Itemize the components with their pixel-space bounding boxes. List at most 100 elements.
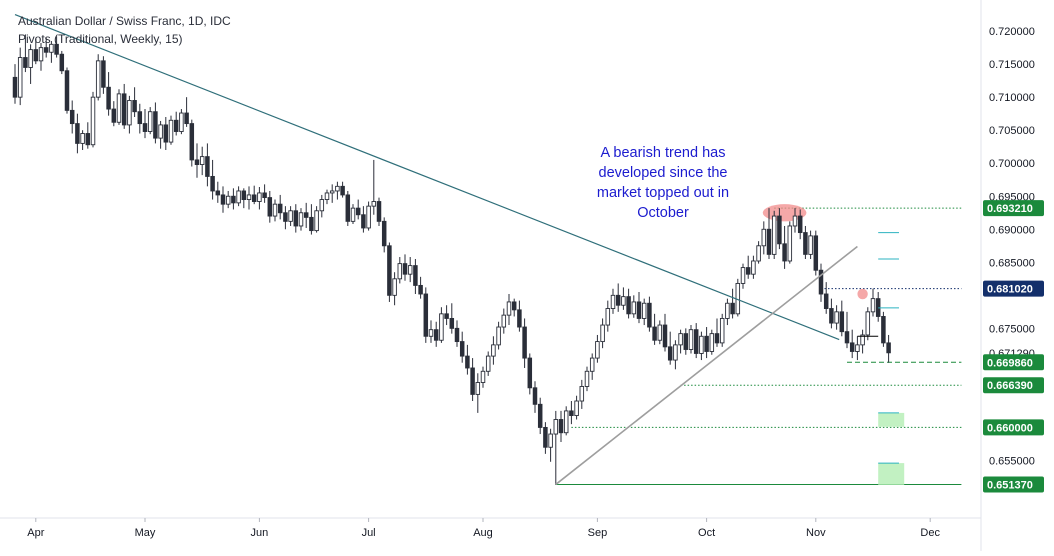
candle-body-151 [797,215,803,234]
pivot-ticks [857,232,899,464]
candle-body-103 [548,433,553,448]
candle-body-32 [179,112,184,132]
candle-body-160 [844,331,850,344]
candle-body-162 [855,344,860,352]
candle-body-3 [28,49,33,68]
highlight-1 [857,288,868,300]
candle-body-6 [43,47,49,53]
candle-body-49 [267,197,273,217]
candle-body-102 [543,426,548,448]
candle-body-85 [454,327,460,343]
candle-body-70 [376,201,382,222]
candle-body-27 [153,111,158,139]
target-zone-0 [878,412,905,427]
candle-body-50 [272,203,278,217]
candle-body-43 [236,190,241,204]
candle-body-69 [371,201,377,207]
candle-body-96 [511,301,517,311]
candle-body-115 [610,294,616,309]
candle-body-146 [771,215,777,255]
candle-body-7 [49,43,54,53]
candle-body-108 [574,400,579,416]
candle-body-131 [693,329,699,354]
candle-body-92 [491,344,496,357]
candle-body-5 [38,47,44,62]
candle-body-141 [745,267,751,275]
candle-body-168 [886,342,891,354]
candle-body-84 [449,317,455,329]
resistance-trendline [14,14,840,341]
candle-body-134 [709,333,715,352]
candle-body-130 [688,329,694,350]
price-tag-box [983,200,1044,217]
price-tick-label: 0.675000 [989,323,1035,335]
candle-body-1 [17,57,23,98]
candle-body-121 [641,302,647,319]
candle-body-132 [699,335,704,354]
price-tag-box [983,354,1044,371]
trend-annotation: A bearish trend has developed since the … [596,145,730,221]
target-zone-1 [878,463,905,485]
month-label: Nov [806,527,826,539]
candle-body-2 [23,57,28,68]
candle-body-41 [225,195,231,205]
candle-body-52 [283,212,288,222]
month-label: Jul [362,527,376,539]
candle-body-29 [163,124,169,143]
candle-body-88 [470,367,475,395]
price-tag-box [983,280,1044,297]
candle-body-42 [231,195,236,204]
candle-body-76 [407,265,413,275]
candle-body-113 [600,324,605,343]
candle-body-15 [90,96,96,146]
candle-body-118 [626,296,631,315]
candle-body-122 [647,302,652,328]
candle-body-9 [59,53,65,72]
time-axis-labels: Apr May Jun Jul Aug Sep Oct Nov Dec [27,518,940,539]
candle-body-60 [324,192,330,201]
price-tag-label: 0.660000 [987,422,1033,434]
candle-body-107 [569,410,574,416]
candle-body-106 [563,410,569,434]
candle-body-63 [340,185,345,196]
candle-body-97 [517,309,522,328]
price-tags: 0.6932100.6810200.6712900.6698600.666390… [983,200,1044,493]
candle-body-152 [803,232,808,255]
candle-body-129 [683,333,689,350]
price-tag-box [983,476,1044,493]
candle-body-153 [808,235,813,255]
candle-body-73 [392,278,397,296]
candle-body-47 [257,192,262,202]
trendlines [14,14,858,486]
candle-body-14 [85,133,91,146]
candle-body-148 [782,243,787,262]
candle-body-0 [12,76,18,98]
candle-body-145 [766,228,772,255]
candle-body-31 [173,119,179,132]
candle-body-136 [719,317,725,344]
candle-body-83 [444,313,449,319]
candle-body-127 [673,344,678,361]
candle-body-82 [439,313,444,341]
candle-body-51 [277,203,283,214]
candle-body-123 [652,326,657,341]
candle-body-125 [662,324,668,348]
candle-body-35 [194,159,200,165]
candle-body-135 [714,333,720,344]
candle-body-68 [366,205,371,229]
candle-body-10 [64,70,70,111]
support-trendline [555,245,858,486]
price-tick-label: 0.715000 [989,59,1035,71]
candle-body-78 [418,284,423,295]
candle-body-67 [361,214,366,229]
candle-body-112 [595,341,600,359]
candle-body-17 [101,60,106,88]
candle-body-94 [501,314,507,328]
price-tick-label: 0.685000 [989,257,1035,269]
candle-body-95 [506,301,512,316]
candle-body-120 [636,301,642,319]
candle-body-93 [496,326,501,346]
